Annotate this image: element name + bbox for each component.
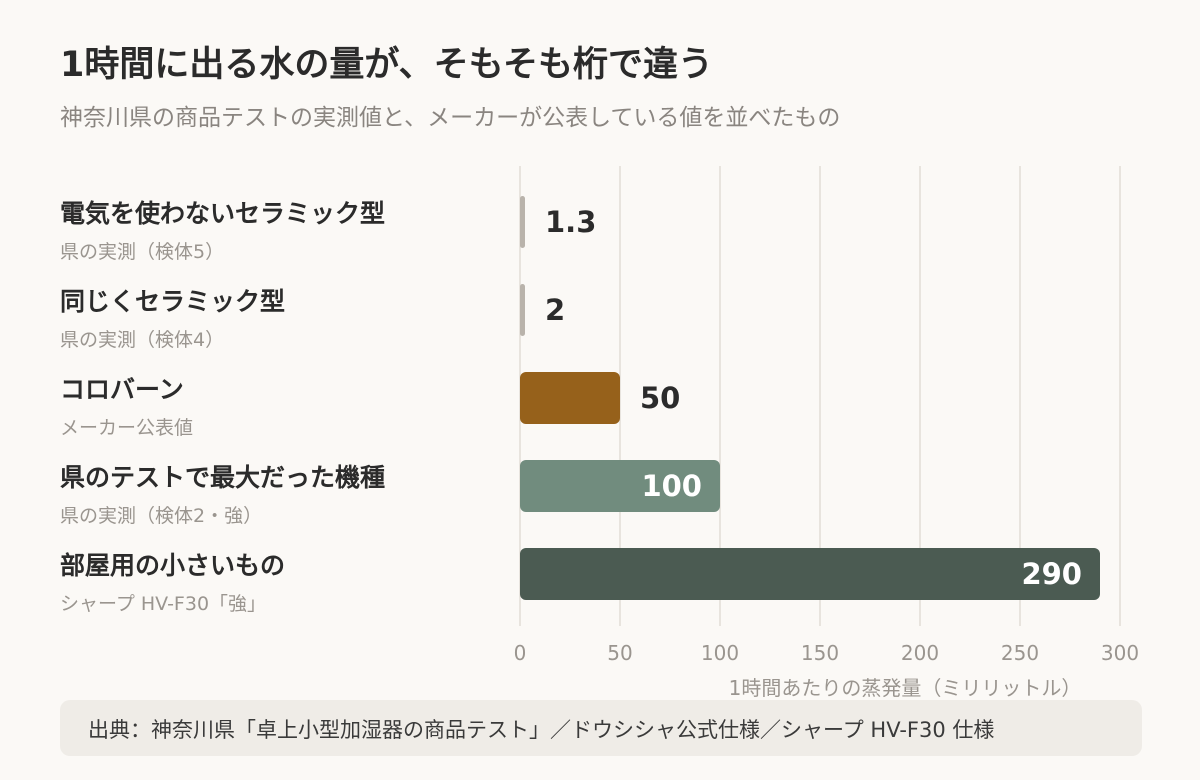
category-label: 電気を使わないセラミック型 xyxy=(60,199,385,228)
category-sublabel: シャープ HV-F30「強」 xyxy=(60,593,266,615)
bar-value-label: 1.3 xyxy=(545,205,596,239)
bar xyxy=(520,548,1100,600)
source-note: 出典：神奈川県「卓上小型加湿器の商品テスト」／ドウシシャ公式仕様／シャープ HV… xyxy=(60,700,1142,756)
category-sublabel: 県の実測（検体2・強） xyxy=(60,505,262,527)
category-sublabel: 県の実測（検体4） xyxy=(60,329,224,351)
x-tick-label: 200 xyxy=(901,641,939,665)
category-sublabel: メーカー公表値 xyxy=(60,417,193,439)
chart-subtitle: 神奈川県の商品テストの実測値と、メーカーが公表している値を並べたもの xyxy=(60,105,841,131)
x-axis-title: 1時間あたりの蒸発量（ミリリットル） xyxy=(729,676,1082,700)
bar xyxy=(520,372,620,424)
category-label: 同じくセラミック型 xyxy=(60,287,285,316)
bar xyxy=(520,196,525,248)
category-sublabel: 県の実測（検体5） xyxy=(60,241,224,263)
source-text: 出典：神奈川県「卓上小型加湿器の商品テスト」／ドウシシャ公式仕様／シャープ HV… xyxy=(88,718,995,742)
x-tick-label: 0 xyxy=(514,641,527,665)
x-tick-label: 250 xyxy=(1001,641,1039,665)
bar xyxy=(520,284,525,336)
x-tick-label: 50 xyxy=(607,641,632,665)
x-tick-label: 100 xyxy=(701,641,739,665)
category-label: 県のテストで最大だった機種 xyxy=(60,463,385,492)
bar-chart: 0 50 100 150 200 250 3001時間あたりの蒸発量（ミリリットル）電気を使… xyxy=(60,166,1139,700)
bar xyxy=(520,460,720,512)
bar-value-label: 2 xyxy=(545,293,565,327)
bar-value-label: 50 xyxy=(640,381,680,415)
category-label: 部屋用の小さいもの xyxy=(60,551,285,580)
bar-value-label: 100 xyxy=(641,469,702,503)
x-tick-label: 300 xyxy=(1101,641,1139,665)
x-tick-label: 150 xyxy=(801,641,839,665)
chart-title: 1時間に出る水の量が、そもそも桁で違う xyxy=(60,45,713,85)
bar-value-label: 290 xyxy=(1021,557,1082,591)
category-label: コロバーン xyxy=(60,375,184,404)
